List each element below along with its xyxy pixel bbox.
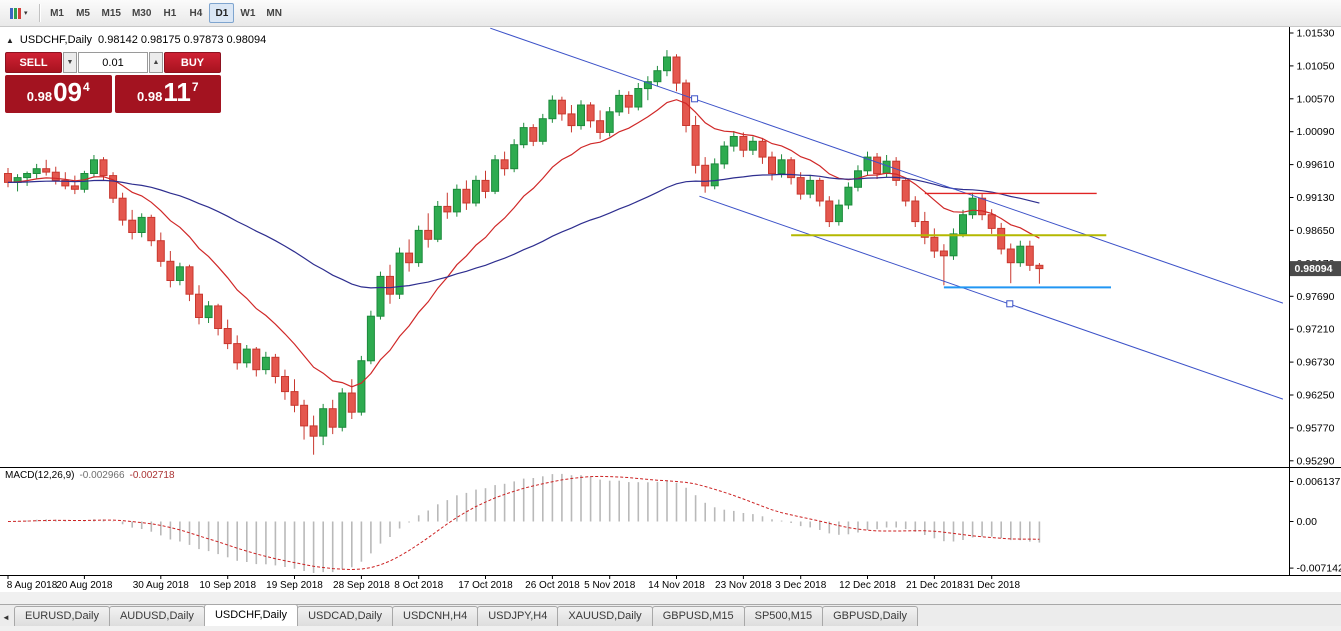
date-axis: 8 Aug 2018 20 Aug 2018 30 Aug 2018 10 Sep 2…	[7, 575, 1020, 591]
svg-text:0.98650: 0.98650	[1297, 225, 1335, 237]
tab-usdcnh-h4[interactable]: USDCNH,H4	[392, 606, 479, 626]
caret-down-icon: ▾	[24, 9, 28, 17]
timeframe-button-m30[interactable]: M30	[131, 7, 152, 19]
moving-average-lines	[7, 99, 1040, 388]
svg-text:8 Aug 2018: 8 Aug 2018	[7, 580, 58, 591]
price-axis: 1.01530 1.01050 1.00570 1.00090 0.99610 0.991…	[1289, 27, 1341, 576]
toolbar-separator	[38, 4, 40, 22]
svg-text:8 Oct 2018: 8 Oct 2018	[394, 580, 443, 591]
svg-text:19 Sep 2018: 19 Sep 2018	[266, 580, 323, 591]
chart-symbol-label: USDCHF,Daily	[19, 34, 93, 46]
svg-text:0.96730: 0.96730	[1297, 357, 1335, 369]
svg-text:1.01050: 1.01050	[1297, 60, 1335, 72]
ask-price-pipette: 7	[191, 80, 199, 94]
volume-increase-button[interactable]: ▲	[149, 52, 163, 73]
timeframe-button-h1[interactable]: H1	[163, 7, 177, 19]
tab-gbpusd-m15[interactable]: GBPUSD,M15	[651, 606, 745, 626]
svg-text:0.98094: 0.98094	[1295, 263, 1333, 275]
bid-price-pips: 09	[53, 77, 83, 107]
timeframe-toolbar: M1 M5 M15 M30 H1 H4 D1 W1 MN	[45, 3, 287, 23]
svg-text:3 Dec 2018: 3 Dec 2018	[775, 580, 827, 591]
svg-text:0.99610: 0.99610	[1297, 159, 1335, 171]
svg-text:0.99130: 0.99130	[1297, 192, 1335, 204]
macd-main-value: -0.002966	[79, 470, 125, 481]
tab-usdchf-daily[interactable]: USDCHF,Daily	[203, 604, 299, 626]
chart-icon	[10, 7, 21, 19]
bid-price-pipette: 4	[83, 80, 90, 94]
svg-text:30 Aug 2018: 30 Aug 2018	[133, 580, 190, 591]
chart-tabs-bar: ◄ EURUSD,Daily AUDUSD,Daily USDCHF,Daily US…	[0, 604, 1341, 626]
chart-header: ▲ USDCHF,Daily 0.98142 0.98175 0.97873 0…	[6, 34, 266, 46]
chart-ohlc-values: 0.98142 0.98175 0.97873 0.98094	[98, 34, 267, 46]
svg-text:0.006137: 0.006137	[1297, 476, 1341, 488]
tab-scroll-left-button[interactable]: ◄	[2, 613, 10, 622]
svg-text:21 Dec 2018: 21 Dec 2018	[906, 580, 963, 591]
timeframe-button-d1[interactable]: D1	[209, 3, 235, 23]
toolbar: ▾ M1 M5 M15 M30 H1 H4 D1 W1 MN	[0, 0, 1341, 27]
chart-objects-dropdown-button[interactable]: ▾	[4, 3, 34, 24]
one-click-collapse-icon[interactable]: ▲	[6, 35, 14, 45]
svg-text:0.95770: 0.95770	[1297, 422, 1335, 434]
macd-name: MACD(12,26,9)	[5, 470, 75, 481]
volume-decrease-button[interactable]: ▼	[63, 52, 77, 73]
svg-text:0.95290: 0.95290	[1297, 455, 1335, 467]
svg-text:10 Sep 2018: 10 Sep 2018	[199, 580, 256, 591]
tab-eurusd-daily[interactable]: EURUSD,Daily	[14, 606, 110, 626]
svg-text:0.00: 0.00	[1297, 516, 1318, 528]
bid-price-major: 0.98	[26, 89, 53, 104]
svg-text:1.00570: 1.00570	[1297, 93, 1335, 105]
ask-price-box[interactable]: 0.98 11 7	[114, 75, 221, 113]
macd-indicator-label: MACD(12,26,9) -0.002966 -0.002718	[5, 470, 175, 481]
tab-gbpusd-daily[interactable]: GBPUSD,Daily	[822, 606, 919, 626]
sell-button[interactable]: SELL	[5, 52, 62, 73]
svg-text:14 Nov 2018: 14 Nov 2018	[648, 580, 705, 591]
svg-text:5 Nov 2018: 5 Nov 2018	[584, 580, 636, 591]
ask-price-pips: 11	[163, 77, 191, 107]
tab-usdjpy-h4[interactable]: USDJPY,H4	[477, 606, 559, 626]
svg-text:17 Oct 2018: 17 Oct 2018	[458, 580, 513, 591]
volume-input[interactable]	[78, 52, 148, 73]
svg-text:28 Sep 2018: 28 Sep 2018	[333, 580, 390, 591]
svg-text:0.97690: 0.97690	[1297, 291, 1335, 303]
svg-text:1.00090: 1.00090	[1297, 126, 1335, 138]
svg-text:-0.007142: -0.007142	[1297, 563, 1341, 575]
tab-xauusd-daily[interactable]: XAUUSD,Daily	[557, 606, 653, 626]
timeframe-button-m15[interactable]: M15	[101, 7, 121, 19]
timeframe-button-m5[interactable]: M5	[76, 7, 90, 19]
buy-button[interactable]: BUY	[164, 52, 221, 73]
svg-text:26 Oct 2018: 26 Oct 2018	[525, 580, 580, 591]
drawn-objects[interactable]	[490, 27, 1284, 400]
svg-text:31 Dec 2018: 31 Dec 2018	[963, 580, 1020, 591]
timeframe-button-mn[interactable]: MN	[266, 7, 282, 19]
svg-text:20 Aug 2018: 20 Aug 2018	[56, 580, 113, 591]
tab-audusd-daily[interactable]: AUDUSD,Daily	[108, 606, 205, 626]
macd-signal-value: -0.002718	[129, 470, 175, 481]
svg-text:0.96250: 0.96250	[1297, 390, 1335, 402]
timeframe-button-h4[interactable]: H4	[189, 7, 203, 19]
chart-tabs: EURUSD,Daily AUDUSD,Daily USDCHF,Daily USDC…	[14, 604, 919, 626]
chart-background	[0, 27, 1341, 592]
svg-text:1.01530: 1.01530	[1297, 28, 1335, 40]
svg-text:12 Dec 2018: 12 Dec 2018	[839, 580, 896, 591]
timeframe-button-w1[interactable]: W1	[240, 7, 256, 19]
svg-text:23 Nov 2018: 23 Nov 2018	[715, 580, 772, 591]
tab-usdcad-daily[interactable]: USDCAD,Daily	[297, 606, 394, 626]
timeframe-button-m1[interactable]: M1	[50, 7, 64, 19]
bid-price-box[interactable]: 0.98 09 4	[5, 75, 112, 113]
macd-pane	[7, 473, 1041, 573]
svg-text:0.97210: 0.97210	[1297, 324, 1335, 336]
ask-price-major: 0.98	[137, 89, 163, 104]
tab-sp500-m15[interactable]: SP500,M15	[743, 606, 824, 626]
